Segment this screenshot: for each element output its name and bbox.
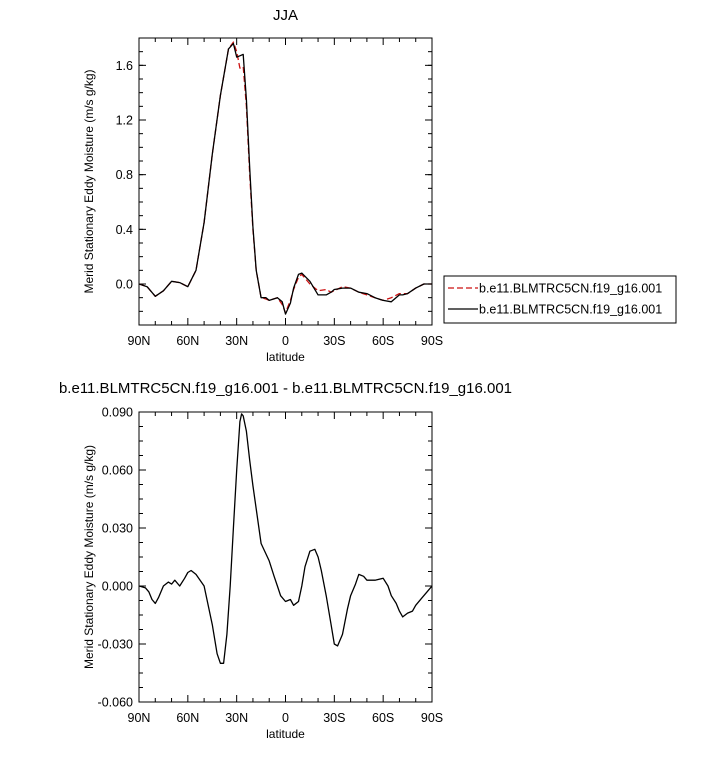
y-tick-label: 0.060 (102, 464, 133, 478)
chart-title: JJA (273, 7, 298, 24)
x-tick-label: 60S (372, 711, 394, 725)
series-line-1 (139, 42, 432, 315)
y-tick-label: 0.090 (102, 406, 133, 420)
x-tick-label: 30N (225, 711, 248, 725)
legend-label-0: b.e11.BLMTRC5CN.f19_g16.001 (479, 282, 662, 296)
x-axis-title: latitude (266, 727, 305, 741)
plot-frame (138, 37, 433, 326)
x-tick-label: 60N (176, 711, 199, 725)
x-axis-title: latitude (266, 350, 305, 364)
chart-title: b.e11.BLMTRC5CN.f19_g16.001 - b.e11.BLMT… (59, 380, 512, 397)
y-tick-label: 0.0 (116, 278, 133, 292)
legend: b.e11.BLMTRC5CN.f19_g16.001 b.e11.BLMTRC5… (443, 275, 677, 324)
x-tick-label: 90S (421, 334, 443, 348)
y-tick-label: 0.030 (102, 522, 133, 536)
x-tick-label: 90N (128, 334, 151, 348)
x-tick-label: 90N (128, 711, 151, 725)
x-tick-label: 0 (282, 711, 289, 725)
series-line-0 (139, 41, 432, 314)
y-tick-label: -0.060 (98, 696, 133, 710)
x-tick-label: 60N (176, 334, 199, 348)
x-tick-label: 0 (282, 334, 289, 348)
x-tick-label: 60S (372, 334, 394, 348)
y-tick-label: 0.8 (116, 168, 133, 182)
y-tick-label: 0.000 (102, 580, 133, 594)
x-tick-label: 30S (323, 334, 345, 348)
y-tick-label: 1.6 (116, 59, 133, 73)
y-tick-label: -0.030 (98, 638, 133, 652)
y-axis-title: Merid Stationary Eddy Moisture (m/s g/kg… (82, 69, 96, 293)
x-tick-label: 30N (225, 334, 248, 348)
y-tick-label: 1.2 (116, 114, 133, 128)
legend-box (443, 275, 677, 324)
top-panel: JJA 90N 60N 30N 0 30S 60S 90S 0.0 0.4 0.8 1.2 1.6 lat… (82, 7, 443, 364)
x-tick-label: 30S (323, 711, 345, 725)
x-tick-label: 90S (421, 711, 443, 725)
y-axis-title: Merid Stationary Eddy Moisture (m/s g/kg… (82, 445, 96, 669)
bottom-panel: b.e11.BLMTRC5CN.f19_g16.001 - b.e11.BLMT… (59, 380, 512, 741)
legend-label-1: b.e11.BLMTRC5CN.f19_g16.001 (479, 303, 662, 317)
plot-frame (138, 411, 433, 703)
series-line-0 (139, 413, 432, 664)
y-tick-label: 0.4 (116, 223, 133, 237)
